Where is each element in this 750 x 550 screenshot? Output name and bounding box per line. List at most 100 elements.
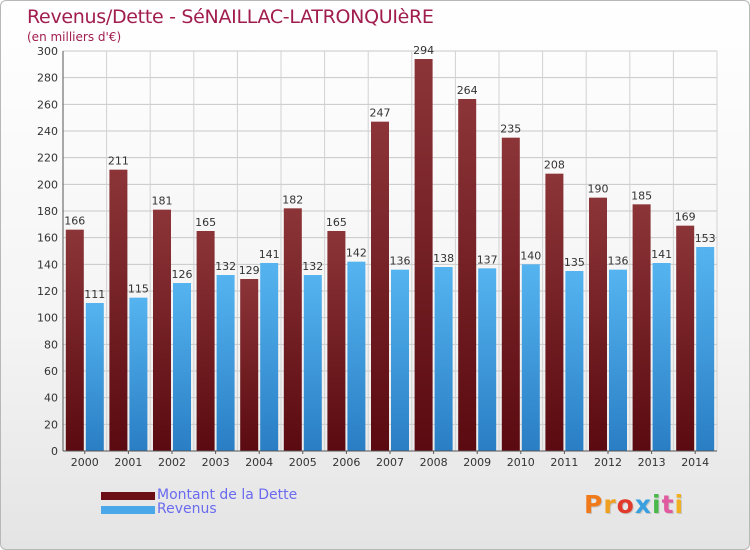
proxiti-logo: Proxiti: [584, 490, 685, 519]
value-label-dette-2012: 190: [588, 183, 609, 196]
bar-dette-2013: [632, 204, 651, 451]
x-tick-label: 2004: [245, 456, 273, 469]
legend-swatch-revenus: [101, 506, 155, 514]
x-tick-label: 2003: [202, 456, 230, 469]
x-tick-label: 2012: [594, 456, 622, 469]
value-label-dette-2004: 129: [239, 264, 260, 277]
y-tick-label: 260: [37, 98, 58, 111]
y-tick-label: 300: [37, 45, 58, 58]
value-label-dette-2011: 208: [544, 159, 565, 172]
y-tick-label: 40: [44, 392, 58, 405]
x-tick-label: 2007: [376, 456, 404, 469]
bar-dette-2012: [589, 197, 607, 451]
value-label-revenus-2012: 136: [608, 255, 629, 268]
bar-revenus-2011: [565, 271, 584, 451]
bar-dette-2007: [371, 121, 389, 452]
bar-dette-2005: [283, 208, 302, 451]
value-label-dette-2014: 169: [675, 211, 696, 224]
bar-revenus-2006: [347, 261, 366, 451]
y-tick-label: 80: [44, 338, 58, 351]
value-label-dette-2000: 166: [64, 215, 85, 228]
bar-dette-2008: [414, 59, 433, 451]
bar-revenus-2000: [85, 303, 104, 451]
value-label-revenus-2005: 132: [302, 260, 323, 273]
value-label-revenus-2001: 115: [128, 283, 149, 296]
value-label-dette-2006: 165: [326, 216, 347, 229]
y-tick-label: 160: [37, 232, 58, 245]
bar-dette-2014: [676, 225, 695, 451]
y-tick-label: 100: [37, 312, 58, 325]
bar-revenus-2005: [303, 275, 322, 451]
y-tick-label: 180: [37, 205, 58, 218]
y-tick-label: 140: [37, 258, 58, 271]
value-label-revenus-2003: 132: [215, 260, 236, 273]
bar-revenus-2010: [521, 264, 540, 451]
y-tick-label: 280: [37, 72, 58, 85]
y-tick-label: 20: [44, 418, 58, 431]
bar-revenus-2007: [391, 269, 409, 451]
bar-dette-2011: [545, 173, 564, 451]
x-tick-label: 2002: [158, 456, 186, 469]
legend-swatch-dette: [101, 492, 155, 500]
bar-revenus-2013: [652, 263, 671, 451]
value-label-dette-2005: 182: [282, 193, 303, 206]
y-tick-label: 60: [44, 365, 58, 378]
y-tick-label: 120: [37, 285, 58, 298]
bar-revenus-2012: [609, 269, 627, 451]
x-tick-label: 2013: [638, 456, 666, 469]
value-label-dette-2007: 247: [370, 107, 391, 120]
bar-dette-2004: [240, 279, 259, 451]
value-label-dette-2009: 264: [457, 84, 478, 97]
bar-dette-2010: [501, 137, 520, 451]
bar-revenus-2004: [260, 263, 279, 451]
bar-revenus-2009: [478, 268, 497, 451]
y-tick-label: 220: [37, 152, 58, 165]
x-tick-label: 2006: [332, 456, 360, 469]
value-label-dette-2008: 294: [413, 44, 434, 57]
value-label-dette-2010: 235: [500, 123, 521, 136]
value-label-revenus-2004: 141: [259, 248, 280, 261]
bar-revenus-2002: [173, 283, 191, 451]
bar-dette-2003: [196, 231, 215, 451]
value-label-dette-2001: 211: [108, 155, 129, 168]
value-label-revenus-2010: 140: [520, 249, 541, 262]
bar-dette-2009: [458, 99, 477, 451]
bar-dette-2006: [327, 231, 346, 451]
x-tick-label: 2000: [71, 456, 99, 469]
bars: [65, 59, 715, 452]
chart-subtitle: (en milliers d'€): [27, 30, 122, 44]
value-label-revenus-2008: 138: [433, 252, 454, 265]
value-label-dette-2003: 165: [195, 216, 216, 229]
value-label-revenus-2014: 153: [695, 232, 716, 245]
chart-title: Revenus/Dette - SéNAILLAC-LATRONQUIèRE: [27, 6, 434, 28]
grid-lines: [62, 50, 718, 452]
x-tick-label: 2008: [420, 456, 448, 469]
bar-revenus-2003: [216, 275, 235, 451]
x-tick-label: 2009: [463, 456, 491, 469]
value-label-revenus-2002: 126: [172, 268, 193, 281]
bar-revenus-2001: [129, 297, 148, 451]
value-label-dette-2002: 181: [152, 195, 173, 208]
bar-dette-2001: [109, 169, 128, 451]
x-tick-label: 2005: [289, 456, 317, 469]
value-label-revenus-2007: 136: [390, 255, 411, 268]
value-label-revenus-2000: 111: [84, 288, 105, 301]
value-label-dette-2013: 185: [631, 189, 652, 202]
value-label-revenus-2013: 141: [651, 248, 672, 261]
value-label-revenus-2009: 137: [477, 253, 498, 266]
x-tick-label: 2014: [681, 456, 709, 469]
legend-label-dette: Montant de la Dette: [157, 487, 298, 503]
bar-revenus-2014: [696, 247, 715, 451]
x-tick-label: 2010: [507, 456, 535, 469]
bar-dette-2002: [153, 209, 171, 451]
legend-label-revenus: Revenus: [157, 501, 217, 517]
value-label-revenus-2006: 142: [346, 247, 367, 260]
x-tick-label: 2001: [114, 456, 142, 469]
x-tick-label: 2011: [550, 456, 578, 469]
axes: 0 20 40 60 80 100 120 140 160 180 200 220 240 260 280 3…: [37, 45, 717, 469]
bar-dette-2000: [65, 229, 84, 451]
y-tick-label: 0: [51, 445, 58, 458]
